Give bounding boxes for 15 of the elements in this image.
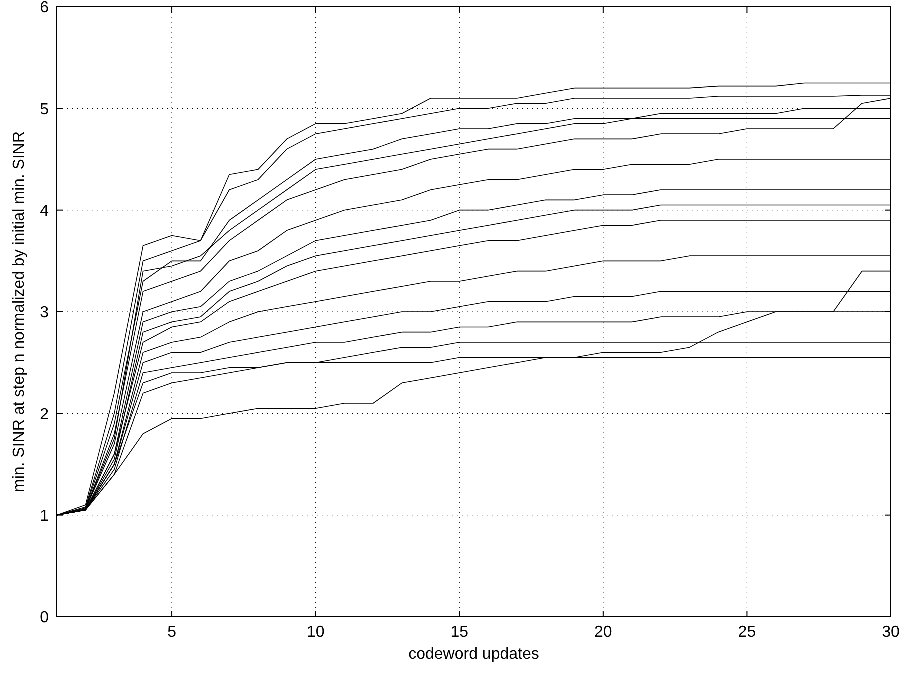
y-tick-label: 4 — [40, 202, 50, 220]
y-tick-label: 5 — [40, 101, 50, 118]
y-tick-label: 6 — [40, 0, 50, 17]
x-tick-label: 30 — [882, 624, 900, 641]
x-tick-label: 5 — [168, 624, 177, 641]
x-tick-label: 10 — [306, 624, 325, 641]
y-tick-label: 0 — [40, 610, 50, 627]
x-tick-label: 15 — [450, 624, 469, 641]
y-tick-label: 2 — [40, 406, 50, 424]
x-tick-label: 25 — [738, 624, 756, 641]
y-tick-label: 3 — [40, 304, 50, 322]
x-tick-label: 20 — [594, 624, 612, 641]
y-axis-title: min. SINR at step n normalized by initial min. SINR — [11, 131, 28, 493]
y-tick-label: 1 — [40, 508, 50, 525]
x-axis-title: codeword updates — [408, 646, 540, 663]
